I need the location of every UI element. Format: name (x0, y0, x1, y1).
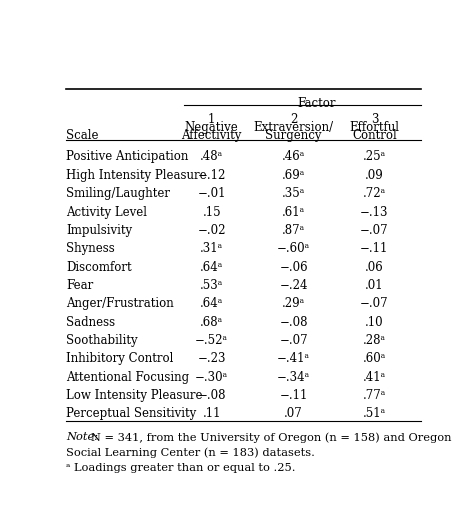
Text: −.02: −.02 (198, 224, 226, 237)
Text: Social Learning Center (n = 183) datasets.: Social Learning Center (n = 183) dataset… (66, 447, 315, 458)
Text: −.07: −.07 (279, 334, 308, 347)
Text: .06: .06 (365, 260, 384, 274)
Text: −.08: −.08 (198, 389, 226, 402)
Text: Factor: Factor (297, 97, 336, 110)
Text: .15: .15 (202, 205, 221, 219)
Text: .64ᵃ: .64ᵃ (200, 260, 223, 274)
Text: Perceptual Sensitivity: Perceptual Sensitivity (66, 408, 196, 420)
Text: N = 341, from the University of Oregon (n = 158) and Oregon: N = 341, from the University of Oregon (… (91, 432, 451, 443)
Text: .51ᵃ: .51ᵃ (363, 408, 386, 420)
Text: −.12: −.12 (198, 169, 226, 182)
Text: −.30ᵃ: −.30ᵃ (195, 371, 228, 384)
Text: Surgency: Surgency (265, 129, 322, 143)
Text: Control: Control (352, 129, 397, 143)
Text: −.34ᵃ: −.34ᵃ (277, 371, 310, 384)
Text: 3: 3 (371, 113, 378, 126)
Text: .25ᵃ: .25ᵃ (363, 150, 386, 163)
Text: Shyness: Shyness (66, 242, 115, 255)
Text: .09: .09 (365, 169, 384, 182)
Text: Note:: Note: (66, 432, 98, 442)
Text: Activity Level: Activity Level (66, 205, 147, 219)
Text: 2: 2 (290, 113, 297, 126)
Text: .10: .10 (365, 315, 384, 329)
Text: .72ᵃ: .72ᵃ (363, 187, 386, 200)
Text: Effortful: Effortful (349, 121, 400, 134)
Text: .01: .01 (365, 279, 384, 292)
Text: Positive Anticipation: Positive Anticipation (66, 150, 188, 163)
Text: −.13: −.13 (360, 205, 389, 219)
Text: Attentional Focusing: Attentional Focusing (66, 371, 189, 384)
Text: .31ᵃ: .31ᵃ (200, 242, 223, 255)
Text: Inhibitory Control: Inhibitory Control (66, 352, 173, 365)
Text: Discomfort: Discomfort (66, 260, 131, 274)
Text: Anger/Frustration: Anger/Frustration (66, 297, 173, 310)
Text: .29ᵃ: .29ᵃ (282, 297, 305, 310)
Text: −.06: −.06 (279, 260, 308, 274)
Text: −.52ᵃ: −.52ᵃ (195, 334, 228, 347)
Text: Negative: Negative (185, 121, 238, 134)
Text: Low Intensity Pleasure: Low Intensity Pleasure (66, 389, 202, 402)
Text: .07: .07 (284, 408, 303, 420)
Text: −.07: −.07 (360, 297, 389, 310)
Text: Sadness: Sadness (66, 315, 115, 329)
Text: −.08: −.08 (279, 315, 308, 329)
Text: −.23: −.23 (198, 352, 226, 365)
Text: .35ᵃ: .35ᵃ (282, 187, 305, 200)
Text: .69ᵃ: .69ᵃ (282, 169, 305, 182)
Text: −.07: −.07 (360, 224, 389, 237)
Text: .28ᵃ: .28ᵃ (363, 334, 386, 347)
Text: .87ᵃ: .87ᵃ (282, 224, 305, 237)
Text: Fear: Fear (66, 279, 93, 292)
Text: Extraversion/: Extraversion/ (254, 121, 334, 134)
Text: .77ᵃ: .77ᵃ (363, 389, 386, 402)
Text: .11: .11 (202, 408, 221, 420)
Text: .60ᵃ: .60ᵃ (363, 352, 386, 365)
Text: Impulsivity: Impulsivity (66, 224, 132, 237)
Text: .48ᵃ: .48ᵃ (200, 150, 223, 163)
Text: −.11: −.11 (360, 242, 389, 255)
Text: Smiling/Laughter: Smiling/Laughter (66, 187, 170, 200)
Text: .64ᵃ: .64ᵃ (200, 297, 223, 310)
Text: .53ᵃ: .53ᵃ (200, 279, 223, 292)
Text: −.01: −.01 (198, 187, 226, 200)
Text: .46ᵃ: .46ᵃ (282, 150, 305, 163)
Text: ᵃ Loadings greater than or equal to .25.: ᵃ Loadings greater than or equal to .25. (66, 463, 295, 473)
Text: .68ᵃ: .68ᵃ (200, 315, 223, 329)
Text: −.41ᵃ: −.41ᵃ (277, 352, 310, 365)
Text: .61ᵃ: .61ᵃ (282, 205, 305, 219)
Text: −.60ᵃ: −.60ᵃ (277, 242, 310, 255)
Text: Affectivity: Affectivity (182, 129, 242, 143)
Text: −.11: −.11 (280, 389, 308, 402)
Text: High Intensity Pleasure: High Intensity Pleasure (66, 169, 207, 182)
Text: Scale: Scale (66, 129, 99, 143)
Text: .41ᵃ: .41ᵃ (363, 371, 386, 384)
Text: 1: 1 (208, 113, 215, 126)
Text: −.24: −.24 (279, 279, 308, 292)
Text: Soothability: Soothability (66, 334, 137, 347)
